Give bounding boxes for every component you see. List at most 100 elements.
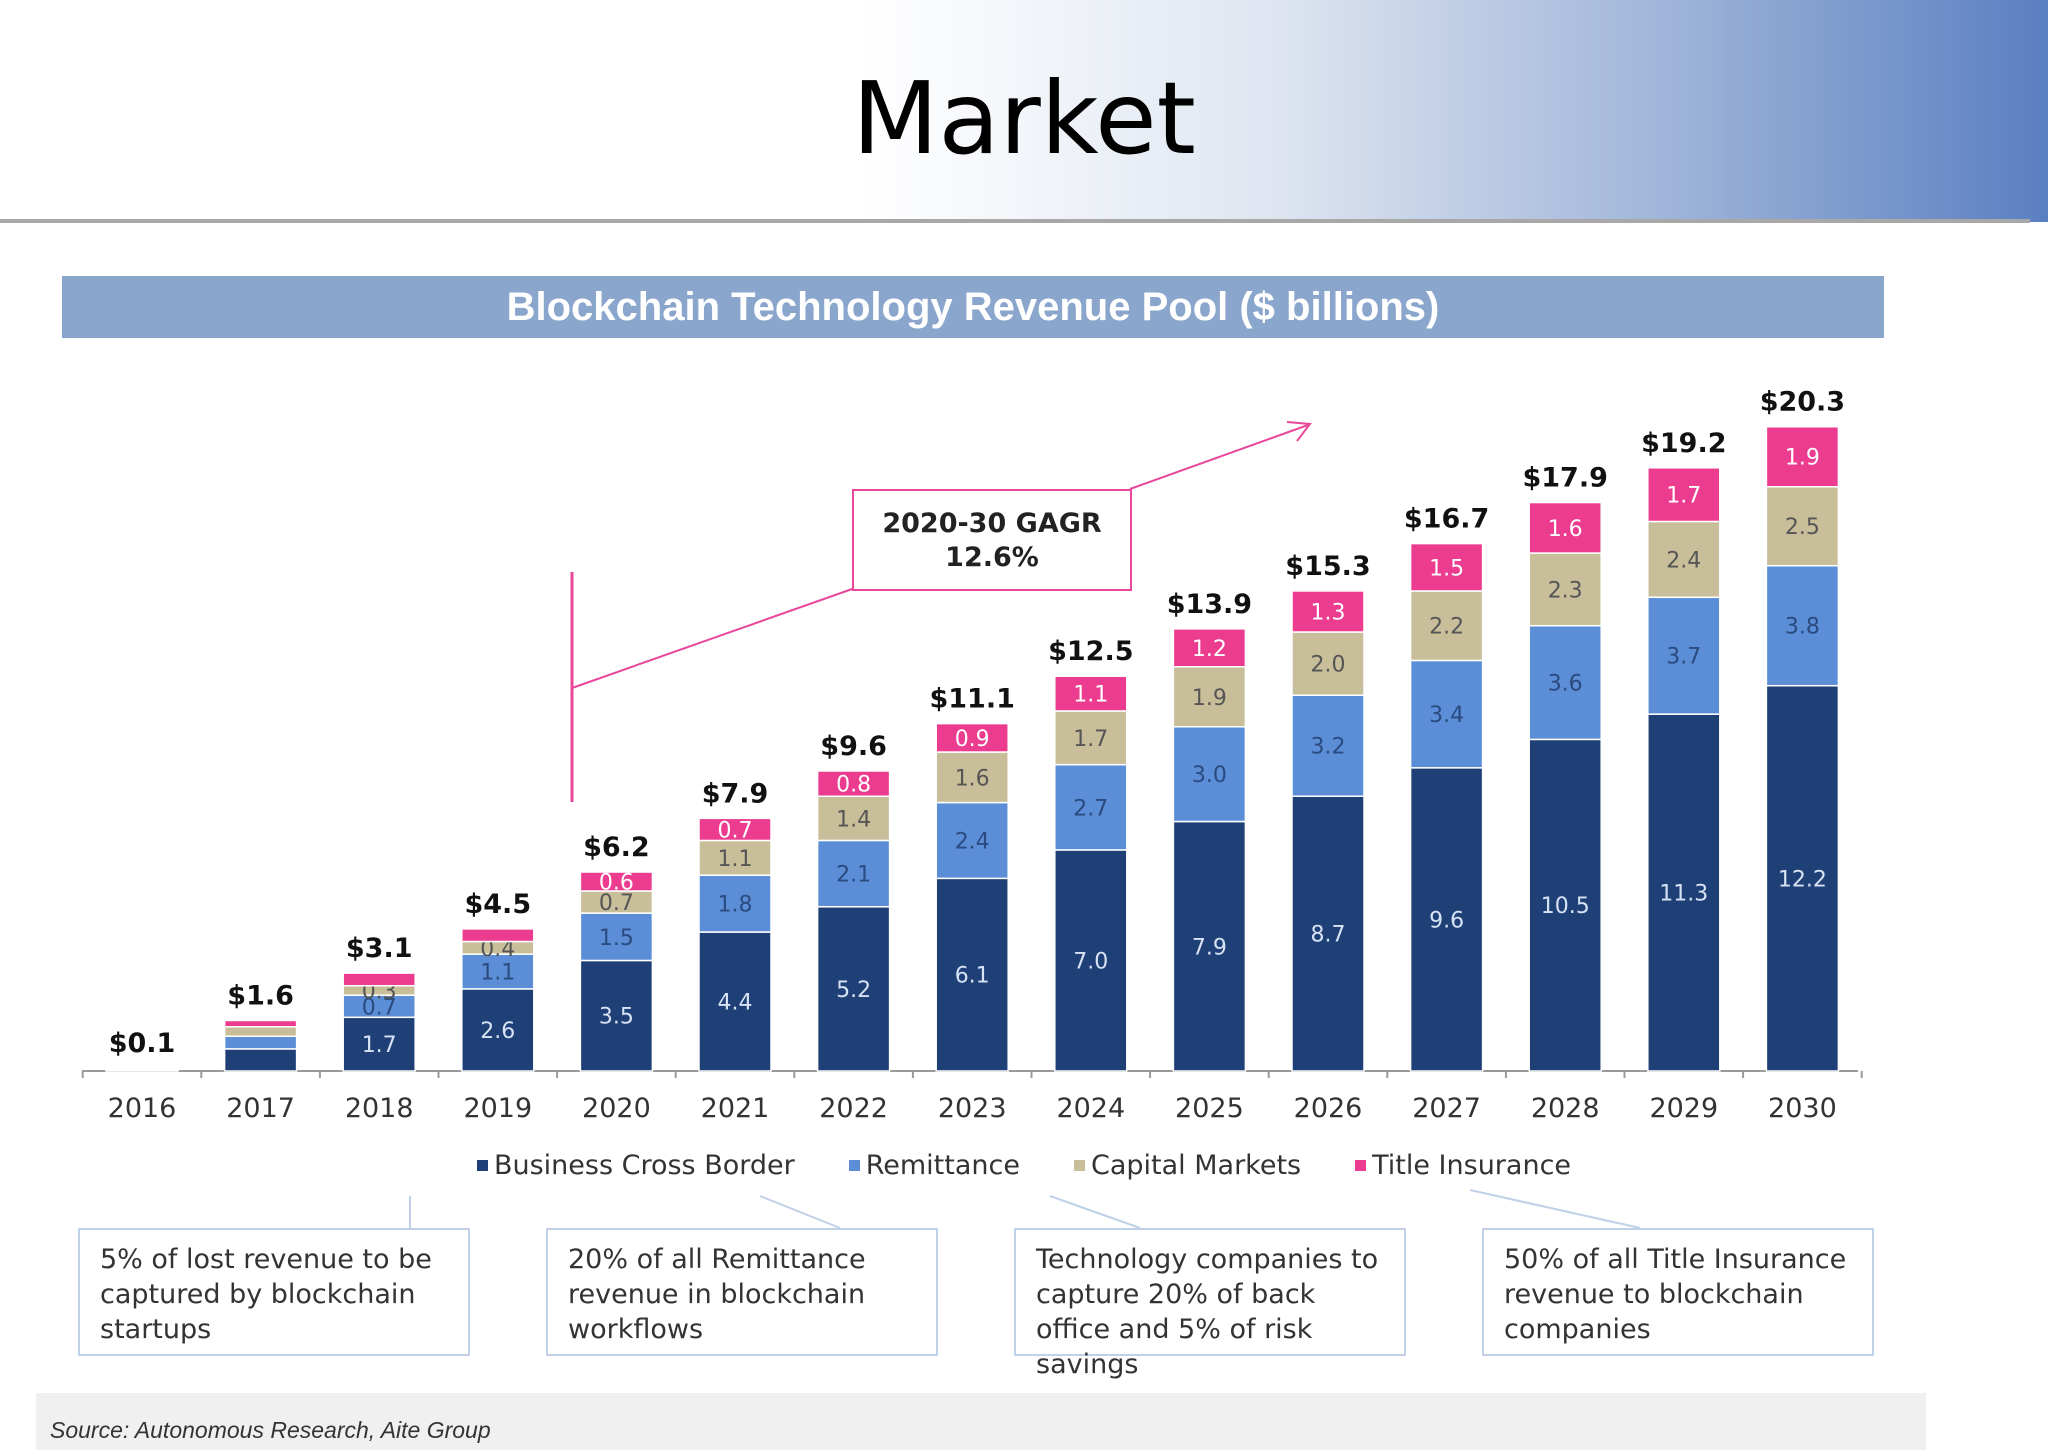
data-label: 1.6 xyxy=(955,766,990,791)
bar-segment xyxy=(1054,763,1128,851)
x-tick-label: 2025 xyxy=(1175,1093,1244,1124)
data-label: 1.5 xyxy=(599,926,634,951)
bar-segment xyxy=(579,912,654,962)
data-label: 1.8 xyxy=(718,893,753,918)
x-tick-label: 2029 xyxy=(1649,1093,1718,1124)
bar-segment xyxy=(935,722,1009,753)
data-label: 4.4 xyxy=(718,991,753,1016)
bar-segment xyxy=(1528,624,1602,741)
data-label: 1.2 xyxy=(1192,637,1227,662)
data-label: 1.1 xyxy=(718,847,753,872)
source-bar xyxy=(36,1393,1926,1450)
total-label: $11.1 xyxy=(929,684,1014,715)
data-label: 0.7 xyxy=(718,818,753,843)
data-label: 1.1 xyxy=(480,961,515,986)
bar-segment xyxy=(461,988,535,1072)
data-label: 9.6 xyxy=(1429,908,1464,933)
bar-segment xyxy=(1409,590,1484,662)
legend-item-business-cross-border: Business Cross Border xyxy=(476,1150,795,1181)
data-label: 3.6 xyxy=(1548,672,1583,697)
data-label: 1.1 xyxy=(1073,683,1108,708)
callout-business-cross-border: 5% of lost revenue to be captured by blo… xyxy=(78,1228,470,1356)
chart-title: Blockchain Technology Revenue Pool ($ bi… xyxy=(506,284,1440,329)
annotation-text-line2: 12.6% xyxy=(945,542,1039,573)
bar-segment xyxy=(1647,520,1721,599)
header-divider xyxy=(0,219,2030,223)
total-label: $19.2 xyxy=(1641,428,1726,459)
bar-segment xyxy=(1409,767,1484,1072)
x-tick-label: 2019 xyxy=(463,1093,532,1124)
data-label: 1.7 xyxy=(1666,484,1701,509)
data-label: 12.2 xyxy=(1778,867,1827,892)
total-label: $16.7 xyxy=(1404,504,1489,535)
bar-segment xyxy=(816,770,891,797)
bar-segment xyxy=(935,801,1009,880)
callout-remittance: 20% of all Remittance revenue in blockch… xyxy=(546,1228,938,1356)
bar-segment xyxy=(1054,675,1128,712)
x-tick-label: 2017 xyxy=(226,1093,295,1124)
total-label: $9.6 xyxy=(820,731,887,762)
bar-segment xyxy=(1054,849,1128,1072)
total-label: $15.3 xyxy=(1285,551,1370,582)
bar-segment xyxy=(1647,713,1721,1072)
callout-pointer xyxy=(759,1195,841,1229)
total-label: $13.9 xyxy=(1167,589,1252,620)
x-tick-label: 2016 xyxy=(108,1093,177,1124)
total-label: $7.9 xyxy=(702,778,769,809)
data-label: 3.4 xyxy=(1429,703,1464,728)
legend-swatch-remittance xyxy=(848,1160,860,1171)
data-label: 5.2 xyxy=(836,978,871,1003)
bar-segment xyxy=(1172,726,1247,823)
bar-segment xyxy=(698,839,772,876)
bar-segment xyxy=(1528,738,1602,1072)
data-label: 3.2 xyxy=(1311,735,1346,760)
bar-segment xyxy=(1528,552,1602,627)
x-tick-label: 2024 xyxy=(1056,1093,1125,1124)
data-label: 3.7 xyxy=(1666,645,1701,670)
legend-swatch-capital-markets xyxy=(1073,1160,1085,1171)
x-tick-label: 2030 xyxy=(1768,1093,1837,1124)
bar-segment xyxy=(1765,485,1840,567)
bar-segment xyxy=(1528,501,1602,554)
bar-segment xyxy=(1172,666,1247,728)
data-label: 0.9 xyxy=(955,727,990,752)
data-label: 2.0 xyxy=(1311,653,1346,678)
total-label: $17.9 xyxy=(1522,463,1607,494)
data-label: 1.3 xyxy=(1311,600,1346,625)
annotation-box xyxy=(852,489,1132,591)
callout-pointer xyxy=(1049,1195,1141,1229)
total-label: $3.1 xyxy=(346,933,413,964)
bar-segment xyxy=(1647,467,1721,523)
bar-segment xyxy=(1765,564,1840,687)
data-label: 2.3 xyxy=(1548,578,1583,603)
bar-segment xyxy=(223,1048,298,1072)
annotation-arrow-line xyxy=(1129,424,1309,490)
total-label: $6.2 xyxy=(583,832,650,863)
bar-segment xyxy=(105,1067,179,1070)
bar-segment xyxy=(1172,628,1247,668)
x-tick-label: 2028 xyxy=(1531,1093,1600,1124)
bar-segment xyxy=(223,1019,298,1028)
total-label: $4.5 xyxy=(464,889,531,920)
bar-segment xyxy=(1409,542,1484,592)
chart-title-banner: Blockchain Technology Revenue Pool ($ bi… xyxy=(62,276,1884,338)
legend-item-title-insurance: Title Insurance xyxy=(1355,1150,1571,1181)
legend-label-title-insurance: Title Insurance xyxy=(1372,1150,1572,1181)
bar-segment xyxy=(935,751,1009,804)
bar-segment xyxy=(579,871,654,892)
bar-segment xyxy=(1291,795,1365,1072)
bar-segment xyxy=(816,839,891,908)
x-tick-label: 2026 xyxy=(1294,1093,1363,1124)
data-label: 10.5 xyxy=(1541,894,1590,919)
total-label: $1.6 xyxy=(227,980,294,1011)
source-text: Source: Autonomous Research, Aite Group xyxy=(50,1417,491,1443)
data-label: 0.8 xyxy=(836,773,871,798)
total-label: $12.5 xyxy=(1048,636,1133,667)
data-label: 1.7 xyxy=(362,1033,397,1058)
data-label: 2.2 xyxy=(1429,615,1464,640)
bar-segment xyxy=(342,1016,416,1072)
x-tick-label: 2023 xyxy=(938,1093,1007,1124)
annotation-connector xyxy=(571,587,856,689)
data-label: 3.5 xyxy=(599,1005,634,1030)
